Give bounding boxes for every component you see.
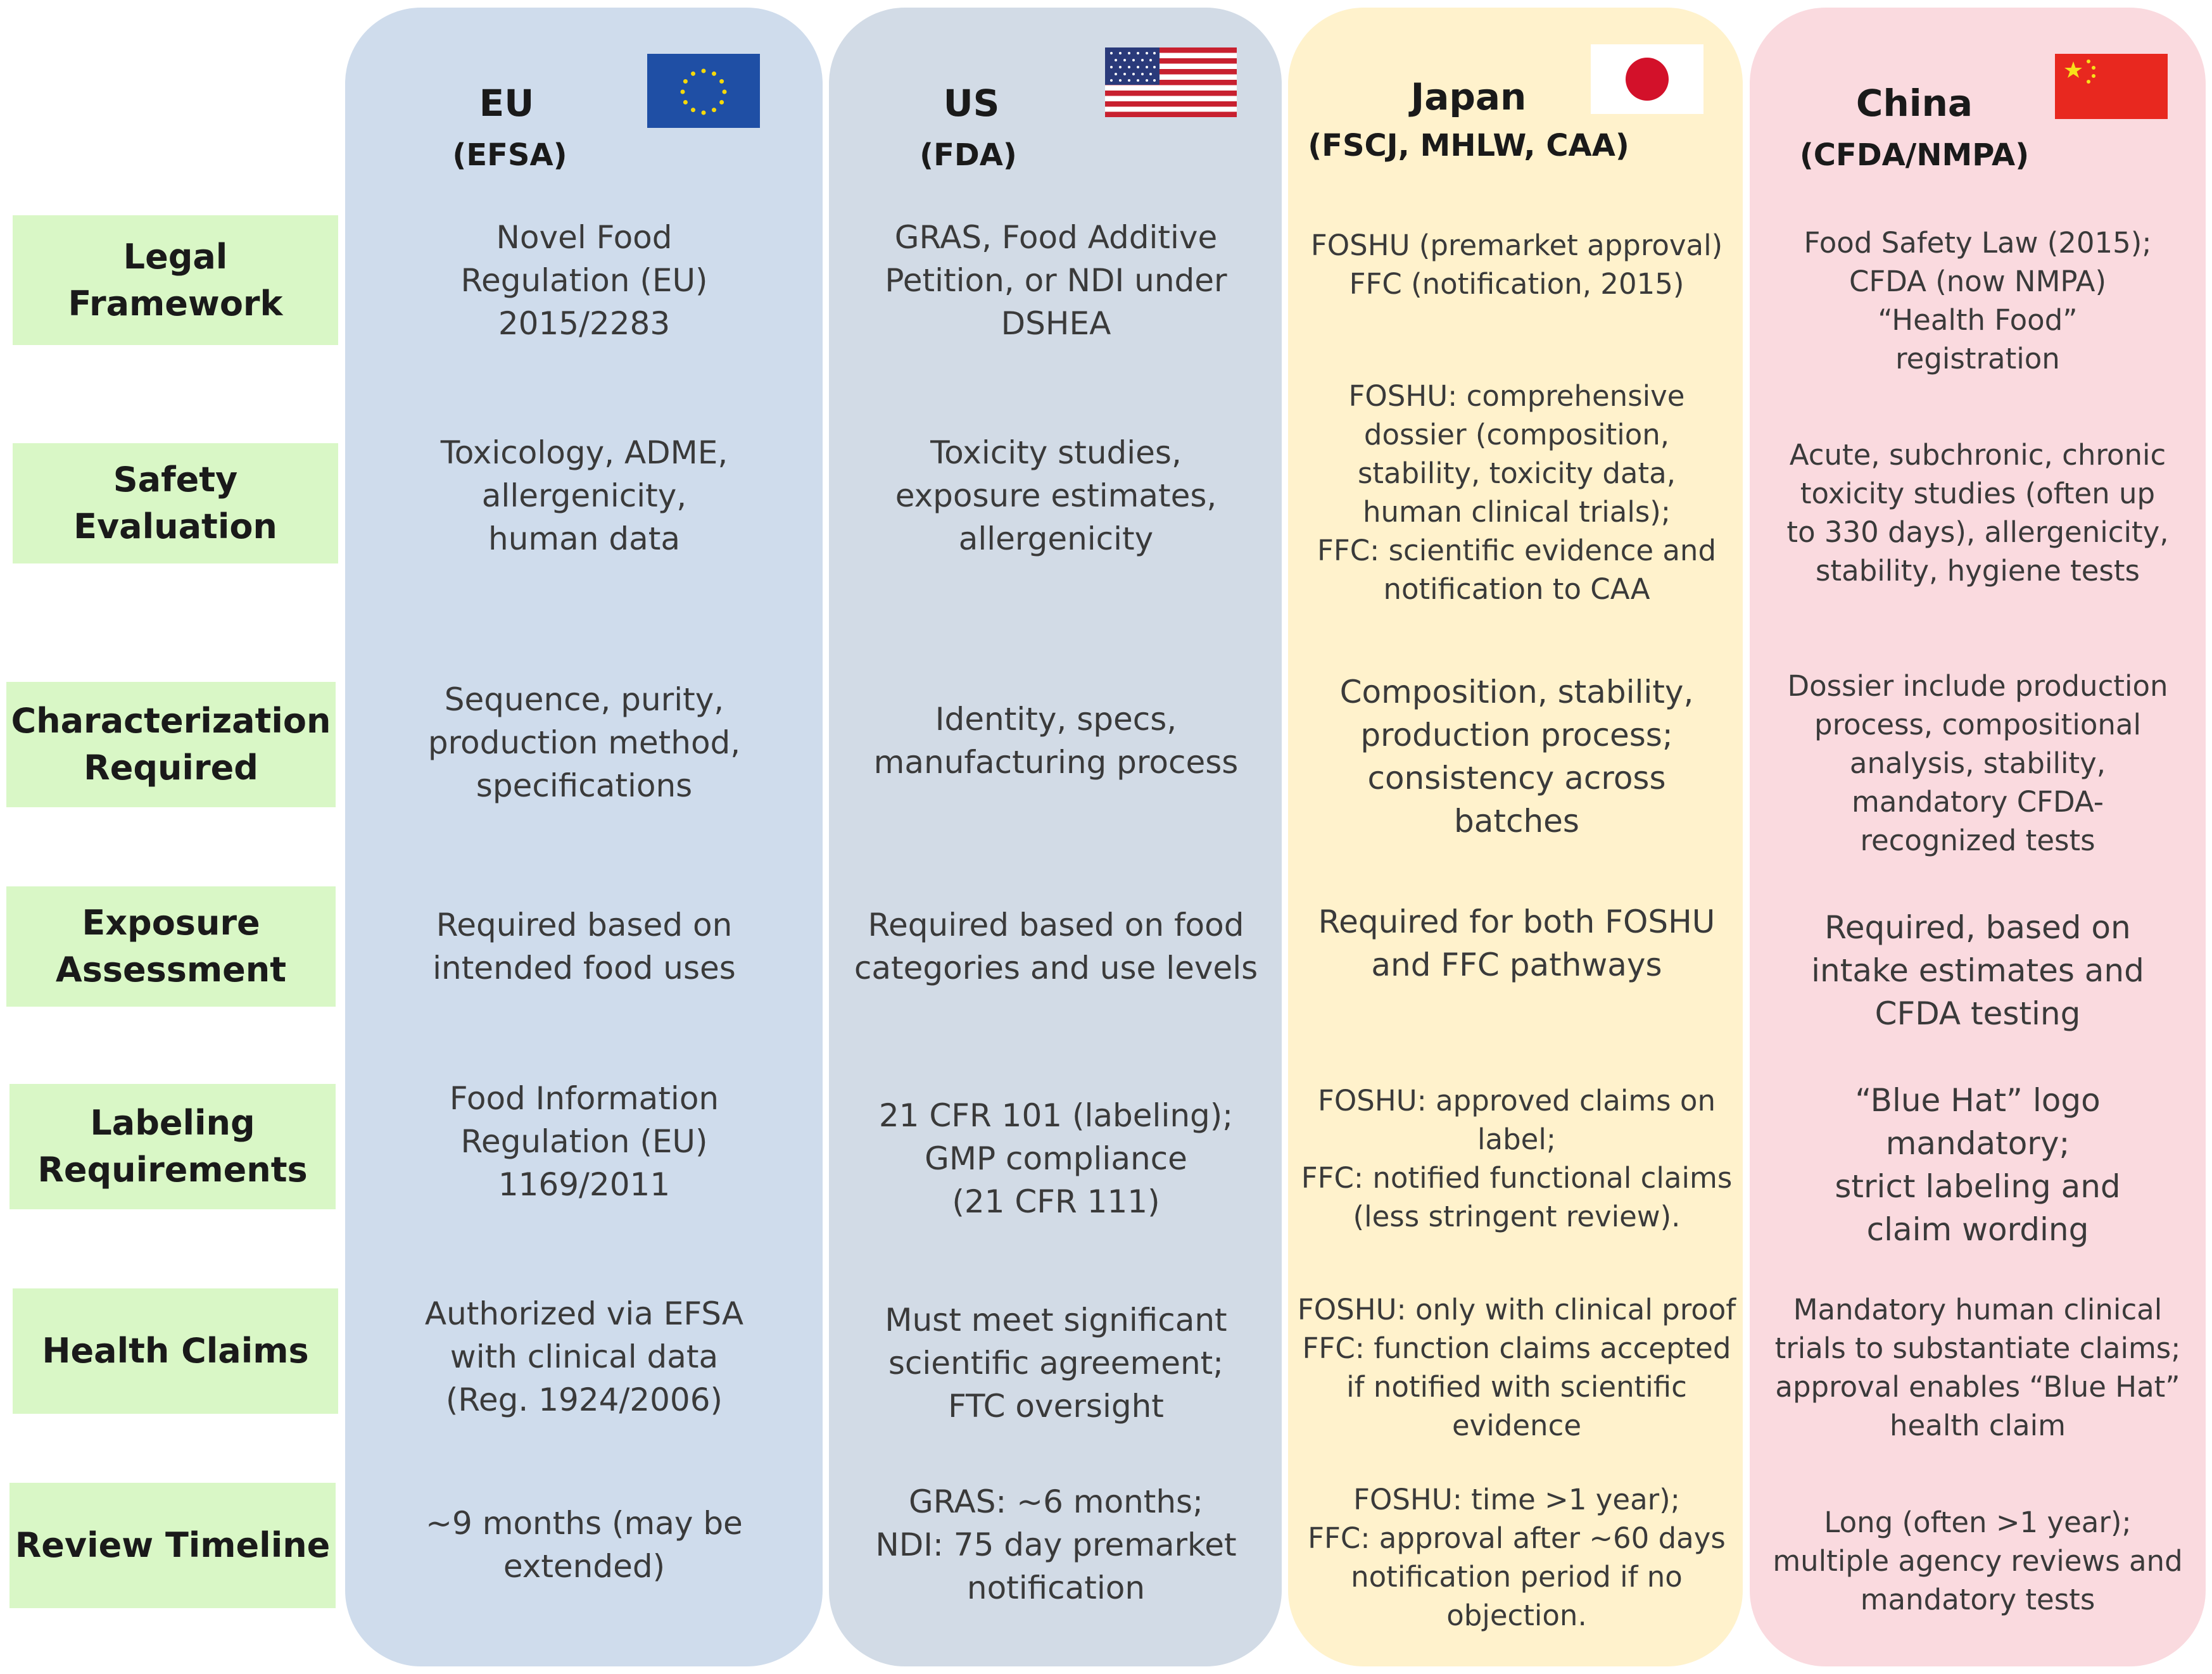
cell-us-characterization: Identity, specs, manufacturing process — [873, 701, 1239, 781]
header-china-agency: (CFDA/NMPA) — [1799, 137, 2030, 173]
header-us-agency: (FDA) — [920, 137, 1017, 173]
cell-eu-exposure: Required based on intended food uses — [433, 907, 736, 986]
column-us — [829, 8, 1282, 1666]
header-japan-agency: (FSCJ, MHLW, CAA) — [1308, 128, 1629, 163]
china-flag-icon — [2055, 54, 2168, 119]
row-label-legal-framework: Legal Framework — [13, 215, 338, 345]
header-eu-agency: (EFSA) — [452, 137, 567, 173]
cell-us-legal-framework: GRAS, Food Additive Petition, or NDI und… — [885, 218, 1227, 342]
cell-japan-health-claims: FOSHU: only with clinical proof FFC: fun… — [1297, 1293, 1736, 1442]
cell-eu-safety-evaluation: Toxicology, ADME, allergenicity, human d… — [440, 434, 728, 557]
row-label-exposure-assessment: Exposure Assessment — [6, 886, 336, 1007]
cell-china-health-claims: Mandatory human clinical trials to subst… — [1774, 1293, 2181, 1442]
row-label-safety-evaluation: Safety Evaluation — [13, 443, 338, 563]
cell-eu-health-claims: Authorized via EFSA with clinical data (… — [424, 1295, 744, 1418]
row-label-review-timeline: Review Timeline — [9, 1483, 336, 1608]
cell-japan-characterization: Composition, stability, production proce… — [1339, 674, 1694, 840]
row-label-health-claims: Health Claims — [13, 1288, 338, 1414]
column-japan — [1288, 8, 1743, 1666]
us-flag-icon — [1105, 47, 1237, 117]
cell-china-characterization: Dossier include production process, comp… — [1787, 669, 2168, 857]
cell-us-labeling: 21 CFR 101 (labeling); GMP compliance (2… — [878, 1097, 1234, 1220]
cell-japan-exposure: Required for both FOSHU and FFC pathways — [1318, 903, 1716, 983]
cell-japan-legal-framework: FOSHU (premarket approval) FFC (notifica… — [1310, 228, 1723, 301]
cell-china-review-timeline: Long (often >1 year); multiple agency re… — [1773, 1505, 2183, 1616]
header-china-name: China — [1855, 82, 1973, 125]
header-us-name: US — [943, 82, 1000, 125]
row-label-characterization-required: Characterization Required — [6, 682, 336, 807]
cell-japan-review-timeline: FOSHU: time >1 year); FFC: approval afte… — [1308, 1483, 1726, 1632]
cell-us-review-timeline: GRAS: ~6 months; NDI: 75 day premarket n… — [875, 1483, 1237, 1606]
cell-china-exposure: Required, based on intake estimates and … — [1811, 909, 2144, 1032]
japan-flag-icon — [1591, 44, 1703, 114]
cell-us-safety-evaluation: Toxicity studies, exposure estimates, al… — [895, 434, 1217, 557]
row-label-labeling-requirements: Labeling Requirements — [9, 1084, 336, 1209]
cell-us-exposure: Required based on food categories and us… — [854, 907, 1258, 986]
cell-eu-labeling: Food Information Regulation (EU) 1169/20… — [449, 1079, 719, 1203]
eu-flag-icon — [647, 54, 760, 128]
cell-japan-safety-evaluation: FOSHU: comprehensive dossier (compositio… — [1317, 379, 1717, 606]
cell-japan-labeling: FOSHU: approved claims on label; FFC: no… — [1301, 1084, 1733, 1233]
cell-eu-review-timeline: ~9 months (may be extended) — [426, 1505, 743, 1585]
header-japan-name: Japan — [1410, 75, 1527, 118]
column-china — [1750, 8, 2206, 1666]
cell-us-health-claims: Must meet significant scientific agreeme… — [885, 1301, 1227, 1425]
cell-eu-characterization: Sequence, purity, production method, spe… — [427, 681, 741, 804]
header-eu-name: EU — [479, 82, 534, 125]
cell-china-legal-framework: Food Safety Law (2015); CFDA (now NMPA) … — [1804, 226, 2152, 375]
column-eu — [345, 8, 823, 1666]
cell-eu-legal-framework: Novel Food Regulation (EU) 2015/2283 — [460, 218, 708, 342]
cell-china-safety-evaluation: Acute, subchronic, chronic toxicity stud… — [1786, 438, 2169, 588]
cell-china-labeling: “Blue Hat” logo mandatory; strict labeli… — [1835, 1082, 2121, 1248]
